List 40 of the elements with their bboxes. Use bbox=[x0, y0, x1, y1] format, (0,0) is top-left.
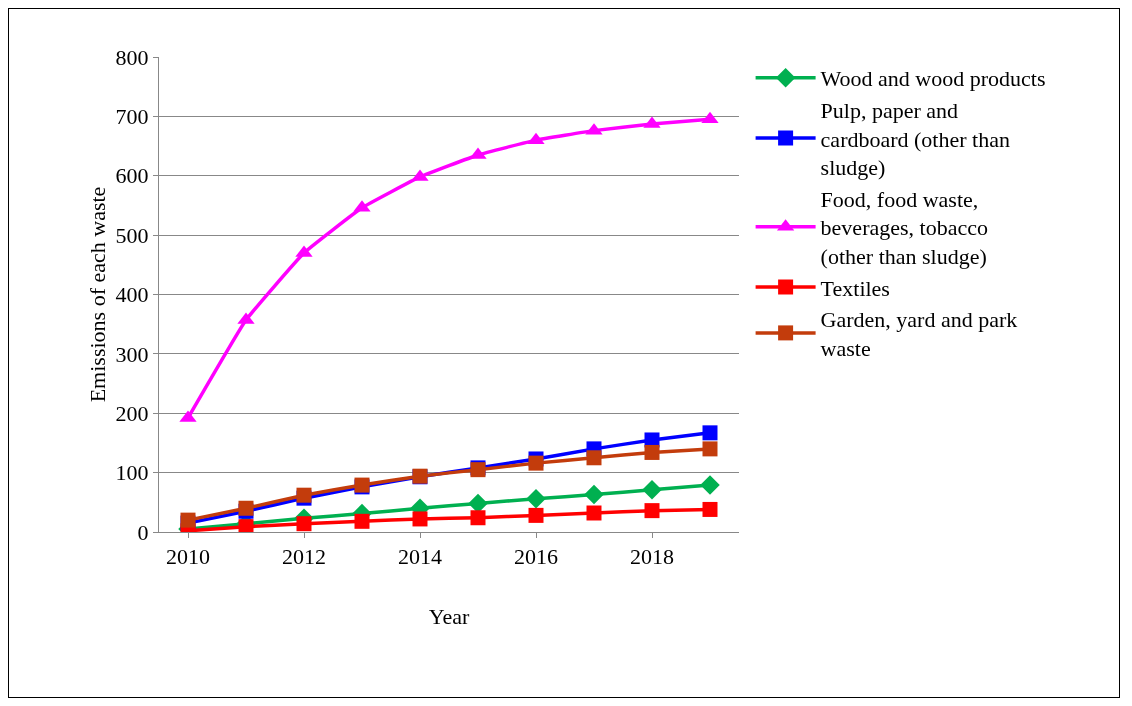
y-tick-label: 500 bbox=[115, 222, 149, 248]
point bbox=[296, 516, 312, 532]
point bbox=[644, 444, 660, 460]
point bbox=[642, 480, 662, 500]
x-tick-label: 2010 bbox=[166, 544, 210, 570]
y-tick-label: 700 bbox=[115, 104, 149, 130]
y-tick-label: 0 bbox=[137, 519, 149, 545]
legend-label: Textiles bbox=[820, 275, 890, 301]
x-tick-label: 2018 bbox=[630, 544, 674, 570]
point bbox=[528, 507, 544, 523]
legend-label: Wood and wood products bbox=[820, 66, 1046, 92]
point bbox=[702, 425, 718, 441]
point bbox=[584, 484, 604, 505]
point bbox=[586, 505, 602, 521]
point bbox=[586, 450, 602, 466]
point bbox=[526, 489, 546, 509]
point bbox=[702, 441, 718, 457]
y-tick-label: 300 bbox=[115, 341, 149, 367]
point bbox=[470, 510, 486, 526]
y-tick-label: 400 bbox=[115, 282, 149, 308]
point bbox=[644, 503, 660, 519]
x-tick-label: 2014 bbox=[398, 544, 442, 570]
y-tick-label: 100 bbox=[115, 460, 149, 486]
x-axis-title: Year bbox=[428, 604, 470, 630]
x-tick-label: 2012 bbox=[282, 544, 326, 570]
point bbox=[412, 511, 428, 527]
y-axis-title: Emissions of each waste bbox=[85, 186, 110, 403]
point bbox=[238, 519, 254, 532]
legend-label: Garden, yard and park waste bbox=[820, 307, 1018, 361]
point bbox=[354, 513, 370, 529]
point bbox=[700, 475, 720, 495]
y-tick-label: 800 bbox=[115, 44, 149, 70]
y-tick-label: 200 bbox=[115, 400, 149, 426]
legend-label: Pulp, paper and cardboard (other than sludge) bbox=[820, 97, 1010, 181]
y-tick-label: 600 bbox=[115, 163, 149, 189]
legend-label: Food, food waste, beverages, tobacco (other than sludge) bbox=[820, 186, 988, 269]
point bbox=[702, 501, 718, 517]
x-tick-label: 2016 bbox=[514, 544, 558, 570]
point bbox=[701, 111, 719, 124]
point bbox=[528, 455, 544, 471]
